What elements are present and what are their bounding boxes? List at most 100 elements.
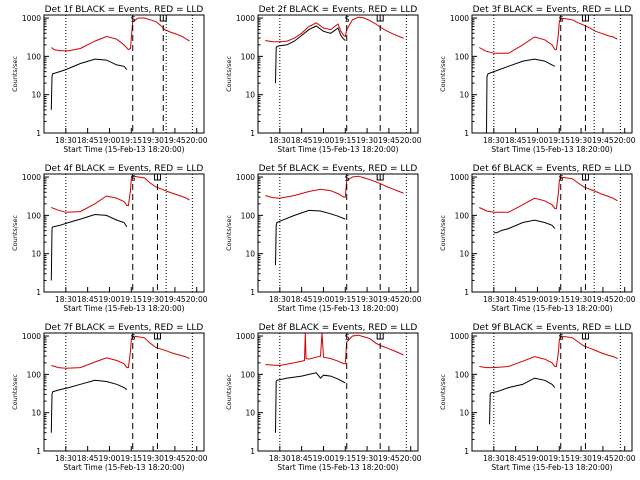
start-marker-label: S	[131, 174, 136, 183]
y-axis-label: Counts/sec	[439, 56, 447, 92]
x-axis-label: Start Time (15-Feb-13 18:20:00)	[491, 463, 612, 472]
x-tick-label: 19:30	[356, 454, 378, 463]
x-tick-label: 19:45	[592, 454, 614, 463]
events-series-line	[50, 58, 128, 110]
x-tick-label: 19:15	[334, 295, 356, 304]
y-tick-label: 100	[27, 52, 42, 61]
x-tick-label: 19:00	[99, 136, 121, 145]
x-tick-label: 20:00	[400, 454, 422, 463]
y-tick-label: 1000	[22, 14, 41, 23]
x-tick-label: 18:45	[77, 454, 99, 463]
lld-series-line	[479, 176, 618, 213]
y-tick-label: 1	[36, 447, 41, 456]
x-tick-label: 18:30	[269, 136, 291, 145]
panel-title: Det 6f BLACK = Events, RED = LLD	[473, 164, 632, 174]
x-tick-label: 19:15	[548, 454, 570, 463]
y-tick-label: 1	[464, 288, 469, 297]
events-series-line	[493, 219, 556, 234]
y-tick-label: 1000	[450, 332, 469, 341]
y-tick-label: 1000	[236, 173, 255, 182]
series-group	[479, 17, 618, 133]
series-group	[50, 17, 190, 110]
y-tick-label: 1	[464, 447, 469, 456]
x-tick-label: 19:30	[142, 295, 164, 304]
lld-series-line	[479, 17, 618, 54]
x-tick-label: 20:00	[614, 136, 636, 145]
y-tick-label: 1000	[22, 332, 41, 341]
y-tick-label: 1	[464, 129, 469, 138]
x-tick-label: 19:45	[378, 136, 400, 145]
lld-series-line	[51, 335, 190, 369]
x-tick-label: 20:00	[186, 295, 208, 304]
x-tick-label: 18:45	[505, 136, 527, 145]
y-tick-label: 10	[459, 91, 469, 100]
x-tick-label: 20:00	[400, 136, 422, 145]
x-tick-label: 19:15	[548, 136, 570, 145]
x-tick-label: 19:45	[164, 295, 186, 304]
series-group	[50, 335, 190, 433]
x-tick-label: 18:45	[291, 295, 313, 304]
y-tick-label: 100	[455, 52, 470, 61]
plot-frame	[471, 332, 633, 452]
panel-title: Det 7f BLACK = Events, RED = LLD	[45, 323, 204, 333]
plot-frame	[257, 332, 419, 452]
series-group	[265, 175, 404, 266]
y-tick-label: 100	[241, 52, 256, 61]
x-axis-label: Start Time (15-Feb-13 18:20:00)	[63, 304, 184, 313]
x-tick-label: 18:30	[55, 454, 77, 463]
x-tick-label: 18:30	[55, 295, 77, 304]
y-tick-label: 100	[241, 370, 256, 379]
y-tick-label: 10	[31, 250, 41, 259]
x-tick-label: 19:00	[527, 136, 549, 145]
y-tick-label: 1000	[236, 14, 255, 23]
x-tick-label: 19:30	[570, 454, 592, 463]
x-tick-label: 19:15	[120, 136, 142, 145]
x-tick-label: 19:45	[378, 295, 400, 304]
events-series-line	[486, 58, 556, 133]
events-series-line	[50, 379, 128, 433]
y-tick-label: 10	[459, 250, 469, 259]
x-axis-label: Start Time (15-Feb-13 18:20:00)	[277, 145, 398, 154]
y-axis-label: Counts/sec	[225, 374, 233, 410]
x-tick-label: 19:30	[142, 454, 164, 463]
events-series-line	[50, 213, 128, 281]
y-tick-label: 100	[27, 370, 42, 379]
y-axis-label: Counts/sec	[439, 215, 447, 251]
start-marker-label: S	[131, 15, 136, 24]
x-tick-label: 18:30	[483, 136, 505, 145]
lld-series-line	[265, 333, 404, 367]
x-tick-label: 19:00	[313, 136, 335, 145]
lld-series-line	[265, 175, 404, 199]
x-tick-label: 19:00	[99, 454, 121, 463]
x-tick-label: 19:30	[570, 295, 592, 304]
y-tick-label: 10	[245, 409, 255, 418]
panel-title: Det 1f BLACK = Events, RED = LLD	[45, 5, 204, 15]
lld-series-line	[51, 17, 190, 52]
y-tick-label: 10	[31, 91, 41, 100]
x-tick-label: 19:45	[592, 136, 614, 145]
x-tick-label: 18:30	[483, 295, 505, 304]
y-tick-label: 1000	[236, 332, 255, 341]
y-tick-label: 1000	[22, 173, 41, 182]
plot-frame	[257, 173, 419, 293]
x-tick-label: 18:45	[505, 454, 527, 463]
x-tick-label: 20:00	[186, 136, 208, 145]
y-tick-label: 10	[245, 250, 255, 259]
y-tick-label: 100	[455, 211, 470, 220]
start-marker-label: S	[131, 333, 136, 342]
series-group	[265, 16, 404, 84]
start-marker-label: S	[345, 15, 350, 24]
plot-frame	[471, 173, 633, 293]
x-tick-label: 18:45	[77, 136, 99, 145]
series-group	[479, 335, 618, 425]
y-tick-label: 10	[31, 409, 41, 418]
y-axis-label: Counts/sec	[439, 374, 447, 410]
series-group	[50, 175, 190, 281]
